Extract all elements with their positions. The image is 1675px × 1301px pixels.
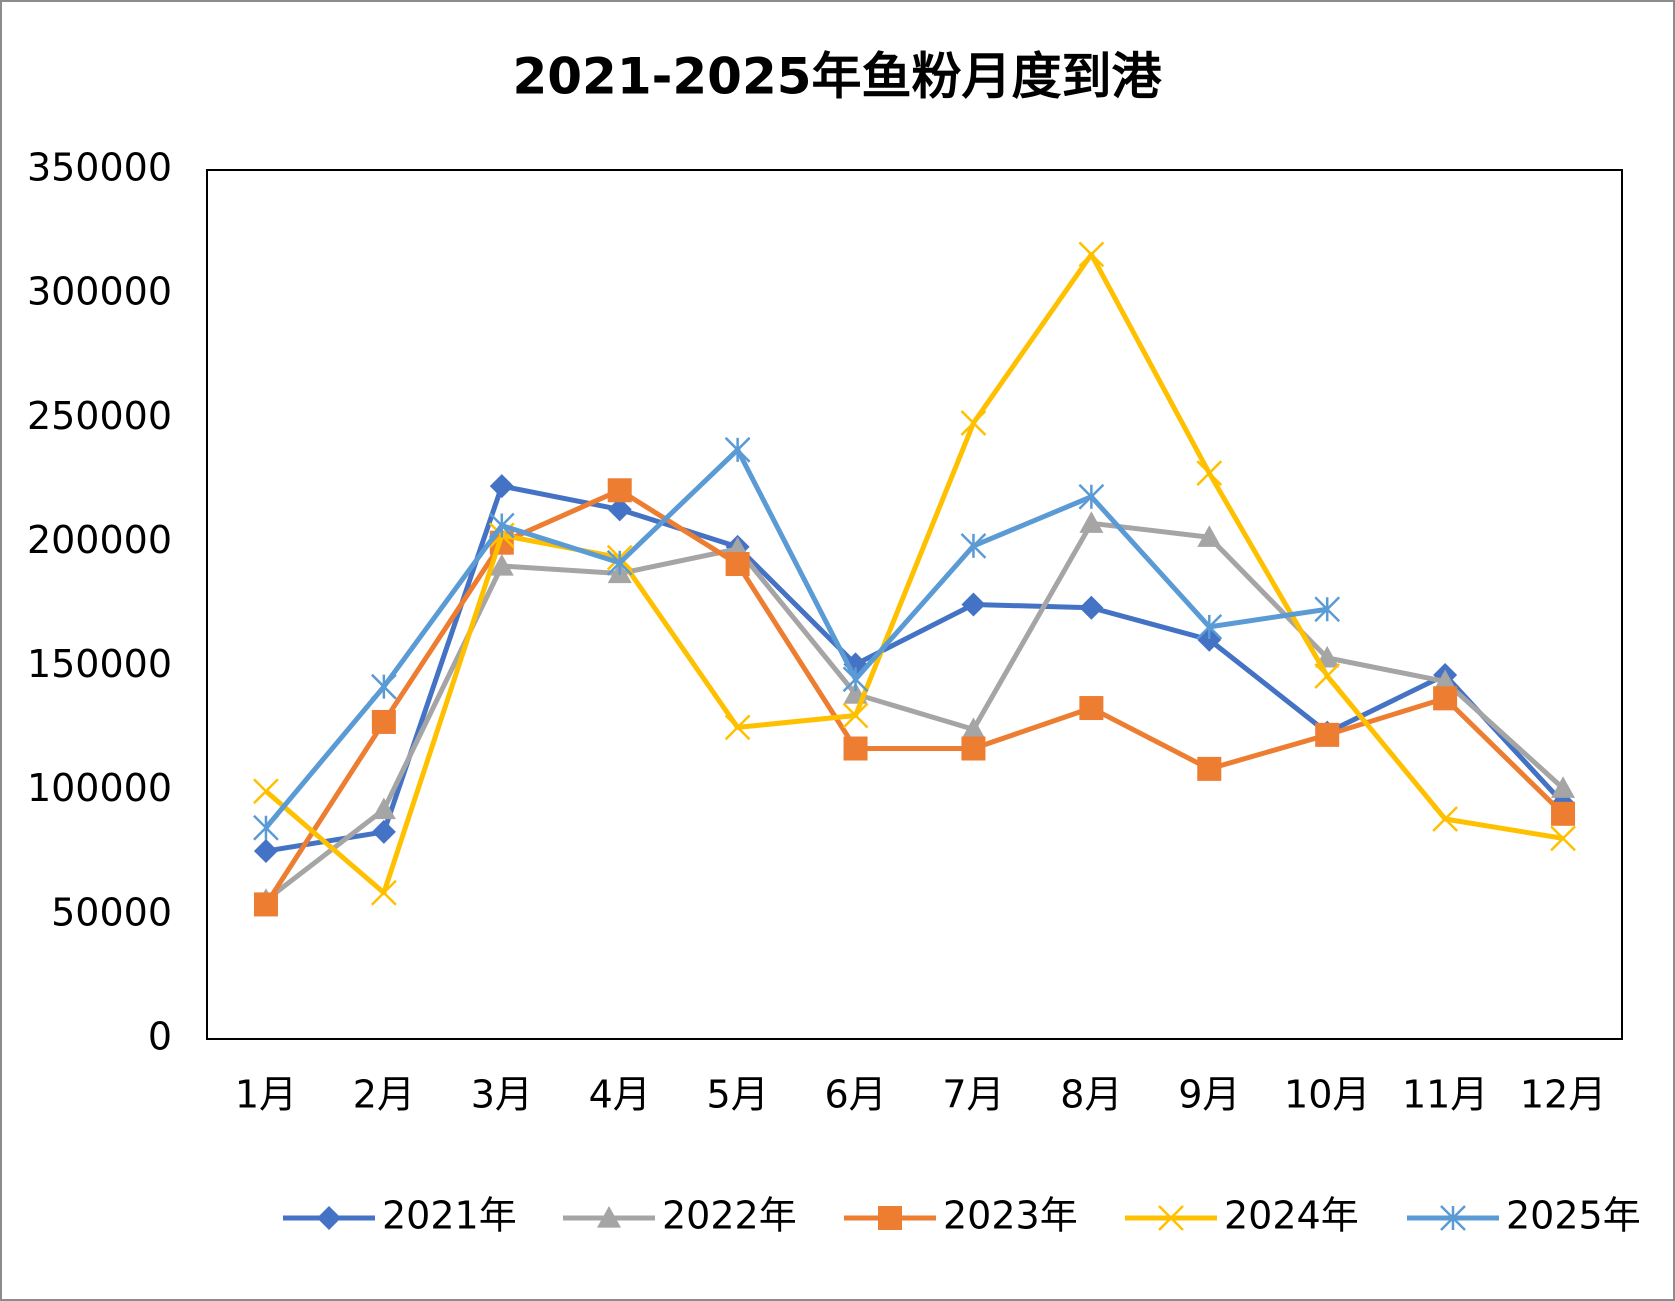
data-point (370, 673, 397, 700)
data-point (1433, 686, 1458, 711)
x-tick-label: 3月 (471, 1073, 533, 1117)
data-point (1079, 595, 1104, 620)
y-tick-label: 50000 (51, 890, 172, 934)
legend-marker (597, 1206, 621, 1228)
series-line (264, 251, 1564, 896)
y-tick-label: 0 (148, 1015, 172, 1059)
data-point (1550, 825, 1576, 852)
data-point (960, 410, 987, 436)
data-point (1197, 756, 1222, 781)
data-point (961, 717, 986, 739)
data-point (1196, 460, 1223, 487)
series-line (264, 447, 1328, 830)
data-point (724, 436, 751, 463)
y-tick-label: 250000 (27, 394, 172, 438)
y-tick-label: 150000 (27, 642, 172, 686)
data-point (960, 533, 987, 559)
legend-marker (1158, 1205, 1184, 1231)
data-point (253, 778, 279, 805)
data-point (253, 814, 279, 841)
data-point (606, 549, 633, 576)
data-point (1433, 669, 1458, 692)
legend-label: 2024年 (1224, 1194, 1359, 1238)
data-point (489, 554, 514, 576)
plot-area (206, 169, 1623, 1040)
x-tick-label: 9月 (1178, 1073, 1240, 1117)
legend-label: 2023年 (943, 1194, 1078, 1238)
data-point (488, 512, 515, 539)
data-point (489, 474, 514, 499)
legend-marker (878, 1206, 902, 1230)
data-point (1079, 511, 1104, 533)
series-line (264, 520, 1565, 903)
x-tick-label: 12月 (1520, 1073, 1606, 1117)
data-point (1315, 722, 1340, 747)
data-point (843, 736, 868, 761)
data-point (1551, 801, 1576, 826)
x-tick-label: 1月 (235, 1073, 297, 1117)
y-tick-label: 350000 (27, 146, 172, 190)
x-tick-label: 10月 (1284, 1073, 1370, 1117)
x-tick-label: 7月 (942, 1073, 1004, 1117)
data-point (1197, 525, 1222, 547)
data-point (1078, 483, 1105, 510)
x-tick-label: 5月 (707, 1073, 769, 1117)
data-point (253, 839, 278, 864)
data-point (842, 702, 869, 729)
data-point (371, 709, 396, 734)
data-point (253, 892, 278, 917)
chart-title: 2021-2025年鱼粉月度到港 (512, 48, 1162, 106)
data-point (842, 666, 869, 693)
y-tick-label: 100000 (27, 766, 172, 810)
data-point (961, 592, 986, 617)
data-point (1078, 241, 1105, 268)
x-tick-label: 6月 (824, 1073, 886, 1117)
data-point (1314, 596, 1341, 623)
series-line (263, 487, 1565, 906)
data-point (370, 879, 397, 906)
legend-label: 2025年 (1506, 1194, 1641, 1238)
data-point (371, 819, 396, 844)
data-point (724, 714, 751, 741)
data-point (961, 736, 986, 761)
data-point (1079, 696, 1104, 721)
data-point (1314, 663, 1341, 689)
legend-label: 2022年 (662, 1194, 797, 1238)
y-tick-label: 300000 (27, 270, 172, 314)
data-point (1432, 806, 1459, 832)
data-point (607, 497, 632, 522)
legend-marker (317, 1206, 341, 1230)
legend-marker (1440, 1205, 1466, 1231)
x-tick-label: 8月 (1060, 1073, 1122, 1117)
data-point (725, 552, 750, 577)
data-point (371, 797, 396, 820)
data-point (1551, 776, 1576, 798)
y-tick-label: 200000 (27, 518, 172, 562)
data-point (607, 478, 632, 503)
x-tick-label: 4月 (589, 1073, 651, 1117)
legend-label: 2021年 (382, 1194, 517, 1238)
series-line (265, 483, 1565, 854)
data-point (1196, 613, 1223, 640)
x-tick-label: 2月 (353, 1073, 415, 1117)
x-tick-label: 11月 (1402, 1073, 1488, 1117)
